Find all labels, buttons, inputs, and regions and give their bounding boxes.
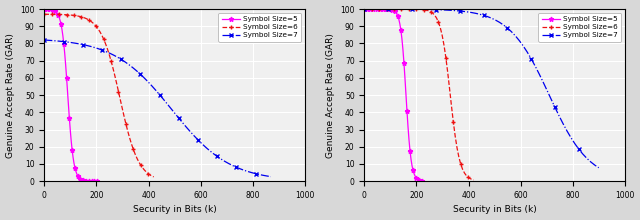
Line: Symbol Size=6: Symbol Size=6	[362, 7, 476, 182]
Symbol Size=5	[376, 8, 383, 10]
Symbol Size=5	[95, 180, 103, 182]
Symbol Size=5	[378, 8, 385, 10]
Y-axis label: Genuine Accept Rate (GAR): Genuine Accept Rate (GAR)	[6, 33, 15, 158]
Symbol Size=7	[440, 9, 447, 11]
Line: Symbol Size=5: Symbol Size=5	[362, 7, 427, 183]
Symbol Size=6	[470, 179, 477, 181]
Y-axis label: Genuine Accept Rate (GAR): Genuine Accept Rate (GAR)	[326, 33, 335, 158]
Symbol Size=5	[371, 8, 378, 10]
Symbol Size=7	[436, 8, 444, 11]
Legend: Symbol Size=5, Symbol Size=6, Symbol Size=7: Symbol Size=5, Symbol Size=6, Symbol Siz…	[538, 13, 621, 42]
Symbol Size=7	[117, 58, 125, 61]
Symbol Size=5	[40, 8, 48, 10]
Symbol Size=7	[360, 8, 368, 10]
Symbol Size=5	[59, 35, 67, 37]
Legend: Symbol Size=5, Symbol Size=6, Symbol Size=7: Symbol Size=5, Symbol Size=6, Symbol Siz…	[218, 13, 301, 42]
Symbol Size=7	[106, 52, 113, 55]
Symbol Size=5	[56, 19, 64, 22]
Symbol Size=6	[40, 13, 48, 16]
Symbol Size=7	[400, 8, 408, 11]
Symbol Size=7	[98, 49, 106, 51]
Symbol Size=7	[508, 30, 515, 33]
Symbol Size=7	[267, 175, 275, 178]
Line: Symbol Size=7: Symbol Size=7	[362, 7, 601, 170]
Symbol Size=7	[595, 166, 602, 169]
Symbol Size=7	[113, 56, 121, 58]
Symbol Size=6	[59, 13, 67, 16]
Symbol Size=6	[76, 15, 83, 18]
Line: Symbol Size=6: Symbol Size=6	[42, 12, 156, 179]
Symbol Size=6	[429, 12, 436, 15]
Symbol Size=5	[420, 180, 428, 182]
Symbol Size=7	[182, 126, 190, 128]
Line: Symbol Size=7: Symbol Size=7	[42, 38, 273, 179]
Symbol Size=5	[360, 8, 368, 10]
Line: Symbol Size=5: Symbol Size=5	[42, 7, 102, 184]
Symbol Size=7	[79, 43, 86, 46]
Symbol Size=6	[396, 8, 403, 10]
X-axis label: Security in Bits (k): Security in Bits (k)	[452, 205, 536, 214]
Symbol Size=6	[68, 14, 76, 16]
Symbol Size=6	[72, 14, 80, 17]
Symbol Size=7	[40, 39, 48, 41]
Symbol Size=6	[109, 67, 116, 69]
X-axis label: Security in Bits (k): Security in Bits (k)	[132, 205, 216, 214]
Symbol Size=5	[58, 28, 66, 31]
Symbol Size=5	[75, 176, 83, 179]
Symbol Size=6	[379, 8, 387, 10]
Symbol Size=5	[50, 9, 58, 12]
Symbol Size=6	[397, 8, 405, 10]
Symbol Size=5	[381, 8, 388, 10]
Symbol Size=6	[77, 16, 85, 18]
Symbol Size=6	[388, 8, 396, 10]
Symbol Size=6	[392, 8, 400, 10]
Symbol Size=7	[420, 8, 428, 11]
Symbol Size=5	[380, 8, 387, 10]
Symbol Size=5	[398, 37, 406, 40]
Symbol Size=6	[360, 8, 368, 10]
Symbol Size=6	[150, 176, 157, 178]
Symbol Size=5	[54, 14, 62, 16]
Symbol Size=7	[428, 8, 436, 11]
